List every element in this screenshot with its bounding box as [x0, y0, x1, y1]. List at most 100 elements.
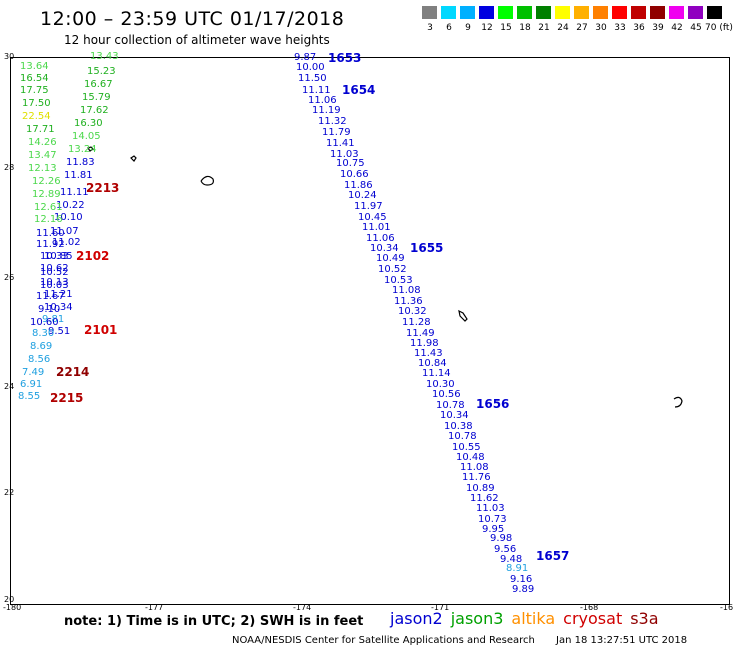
- scale-swatch: [498, 6, 513, 19]
- wave-height-value: 22.54: [22, 111, 51, 122]
- wave-height-value: 10.53: [384, 275, 413, 286]
- wave-height-value: 16.30: [74, 118, 103, 129]
- scale-label: 12: [481, 23, 493, 33]
- wave-height-value: 10.89: [466, 483, 495, 494]
- scale-label: 30: [595, 23, 607, 33]
- pass-number-label: 2102: [76, 249, 110, 263]
- wave-height-value: 17.62: [80, 105, 109, 116]
- scale-swatch: [517, 6, 532, 19]
- wave-height-value: 12.16: [34, 214, 63, 225]
- note-text: note: 1) Time is in UTC; 2) SWH is in fe…: [64, 614, 364, 629]
- wave-height-value: 10.78: [448, 431, 477, 442]
- scale-label: 42: [671, 23, 683, 33]
- wave-height-value: 10.34: [44, 302, 73, 313]
- scale-label: 3: [427, 23, 433, 33]
- wave-height-value: 10.33: [40, 251, 69, 262]
- wave-height-value: 7.49: [22, 367, 45, 378]
- wave-height-value: 11.19: [312, 105, 341, 116]
- wave-height-value: 10.32: [398, 306, 427, 317]
- lon-label: -16: [720, 603, 734, 612]
- wave-height-value: 10.30: [426, 379, 455, 390]
- wave-height-value: 10.60: [30, 317, 59, 328]
- wave-height-value: 11.32: [318, 116, 347, 127]
- scale-swatch: [536, 6, 551, 19]
- wave-height-value: 11.83: [66, 157, 95, 168]
- wave-height-value: 11.43: [414, 348, 443, 359]
- wave-height-value: 10.84: [418, 358, 447, 369]
- scale-swatch: [631, 6, 646, 19]
- pass-number-label: 1654: [342, 83, 376, 97]
- wave-height-value: 11.21: [44, 289, 73, 300]
- lat-label: 22: [4, 488, 15, 497]
- wave-height-value: 11.41: [326, 138, 355, 149]
- pass-number-label: 1656: [476, 397, 510, 411]
- wave-height-value: 12.13: [28, 163, 57, 174]
- scale-label: 9: [465, 23, 471, 33]
- scale-swatch: [593, 6, 608, 19]
- wave-height-value: 11.81: [64, 170, 93, 181]
- satellite-legend-item: cryosat: [563, 609, 623, 628]
- wave-height-value: 10.78: [436, 400, 465, 411]
- wave-height-value: 11.14: [422, 368, 451, 379]
- scale-label: 39: [652, 23, 664, 33]
- scale-label: 33: [614, 23, 626, 33]
- wave-height-value: 11.50: [298, 73, 327, 84]
- wave-height-value: 12.26: [32, 176, 61, 187]
- wave-height-value: 13.47: [28, 150, 57, 161]
- wave-height-value: 11.03: [330, 149, 359, 160]
- wave-height-value: 14.26: [28, 137, 57, 148]
- pass-number-label: 2213: [86, 181, 120, 195]
- pass-number-label: 2215: [50, 391, 84, 405]
- wave-height-value: 10.85: [44, 251, 73, 262]
- wave-height-value: 11.36: [394, 296, 423, 307]
- wave-height-value: 9.98: [490, 533, 513, 544]
- wave-height-value: 9.95: [482, 524, 505, 535]
- wave-height-value: 10.03: [40, 280, 69, 291]
- scale-label: 15: [500, 23, 512, 33]
- wave-height-value: 11.11: [302, 85, 331, 96]
- wave-height-value: 10.48: [456, 452, 485, 463]
- lon-label: -168: [580, 603, 599, 612]
- scale-swatch: [555, 6, 570, 19]
- wave-height-value: 10.75: [336, 158, 365, 169]
- wave-height-value: 11.02: [52, 237, 81, 248]
- scale-label: 27: [576, 23, 588, 33]
- satellite-legend: jason2 jason3 altika cryosat s3a: [390, 609, 667, 628]
- scale-label: 70 (ft): [705, 23, 733, 33]
- wave-height-value: 11.01: [362, 222, 391, 233]
- wave-height-value: 10.24: [348, 190, 377, 201]
- lat-label: 20: [4, 595, 15, 604]
- scale-swatch: [460, 6, 475, 19]
- scale-label: 24: [557, 23, 569, 33]
- wave-height-value: 11.49: [406, 328, 435, 339]
- page-title: 12:00 – 23:59 UTC 01/17/2018: [40, 8, 345, 30]
- wave-height-value: 15.23: [87, 66, 116, 77]
- wave-height-value: 11.86: [344, 180, 373, 191]
- scale-swatch: [650, 6, 665, 19]
- wave-height-value: 10.00: [296, 62, 325, 73]
- wave-height-value: 11.03: [476, 503, 505, 514]
- pass-number-label: 2101: [84, 323, 118, 337]
- wave-height-value: 17.75: [20, 85, 49, 96]
- wave-height-value: 11.76: [462, 472, 491, 483]
- wave-height-value: 11.11: [60, 187, 89, 198]
- scale-swatch: [422, 6, 437, 19]
- wave-height-value: 11.98: [410, 338, 439, 349]
- wave-height-value: 9.51: [48, 326, 71, 337]
- scale-swatch: [707, 6, 722, 19]
- scale-swatch: [574, 6, 589, 19]
- satellite-legend-item: altika: [511, 609, 556, 628]
- footer-timestamp: Jan 18 13:27:51 UTC 2018: [556, 635, 688, 646]
- wave-height-value: 10.49: [376, 253, 405, 264]
- wave-height-value: 9.56: [494, 544, 517, 555]
- scale-label: 18: [519, 23, 531, 33]
- wave-height-value: 10.62: [40, 263, 69, 274]
- scale-swatch: [441, 6, 456, 19]
- wave-height-value: 11.62: [470, 493, 499, 504]
- wave-height-value: 9.10: [38, 304, 61, 315]
- wave-height-value: 8.91: [506, 563, 529, 574]
- wave-height-value: 17.71: [26, 124, 55, 135]
- wave-height-value: 8.30: [32, 328, 55, 339]
- wave-height-value: 11.67: [36, 291, 65, 302]
- lat-label: 26: [4, 273, 15, 282]
